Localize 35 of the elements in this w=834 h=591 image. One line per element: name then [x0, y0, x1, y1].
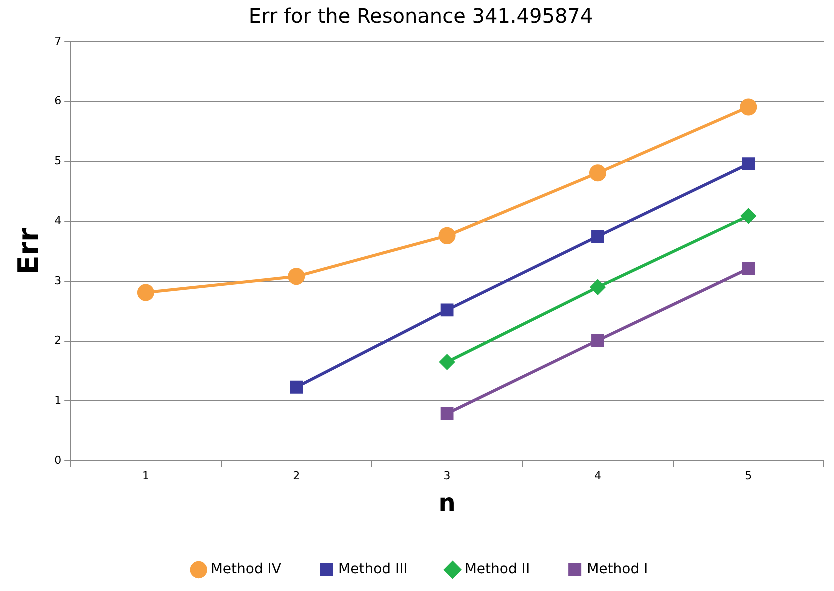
- point: [742, 158, 756, 171]
- y-axis-title: Err: [12, 228, 46, 275]
- y-tick-label: 6: [54, 94, 62, 108]
- point: [592, 230, 604, 243]
- point: [440, 354, 455, 370]
- chart-title: Err for the Resonance 341.495874: [248, 4, 594, 28]
- legend-label: Method III: [338, 562, 408, 578]
- point: [440, 304, 454, 317]
- point: [438, 227, 456, 244]
- point: [290, 380, 304, 394]
- point: [440, 407, 454, 420]
- point: [742, 262, 756, 276]
- point: [288, 268, 306, 286]
- x-tick-label: 3: [444, 469, 451, 482]
- legend-label: Method IV: [210, 562, 282, 578]
- point: [137, 284, 154, 302]
- legend-label: Method II: [464, 562, 530, 578]
- y-tick-label: 3: [54, 274, 62, 288]
- x-tick-label: 1: [142, 469, 150, 482]
- point: [741, 208, 756, 224]
- x-tick-label: 2: [293, 469, 300, 482]
- y-tick-label: 7: [54, 34, 62, 48]
- y-tick-label: 1: [54, 394, 62, 407]
- point: [589, 164, 606, 182]
- point: [740, 98, 758, 116]
- legend-label: Method I: [587, 562, 648, 578]
- x-tick-label: 4: [594, 469, 602, 482]
- y-tick-label: 2: [54, 334, 62, 348]
- y-tick-label: 0: [54, 454, 62, 467]
- x-tick-label: 5: [745, 469, 752, 482]
- y-tick-label: 5: [54, 154, 62, 168]
- point: [592, 334, 604, 348]
- point: [590, 280, 606, 295]
- y-tick-label: 4: [54, 214, 62, 228]
- x-axis-title: n: [438, 488, 456, 517]
